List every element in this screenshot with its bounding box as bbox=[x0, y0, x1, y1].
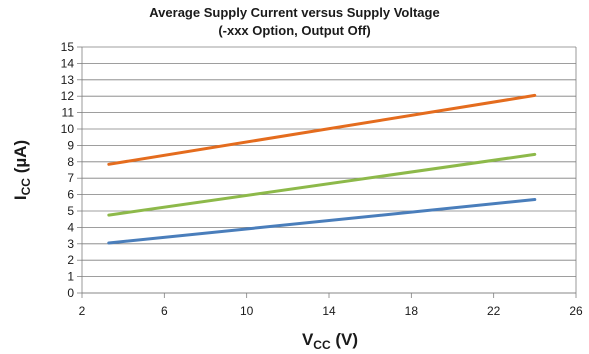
y-tick-label: 10 bbox=[61, 122, 75, 136]
y-axis-label-sub: CC bbox=[19, 178, 33, 196]
y-tick-label: 4 bbox=[67, 220, 74, 234]
x-tick-labels: 2 6 10 14 18 22 26 bbox=[79, 304, 583, 318]
y-axis-label: ICC (µA) bbox=[11, 140, 33, 200]
y-tick-label: 12 bbox=[61, 89, 75, 103]
y-tick-label: 13 bbox=[61, 73, 75, 87]
x-tick-label: 14 bbox=[322, 304, 336, 318]
y-tick-label: 11 bbox=[62, 106, 75, 120]
y-tick-label: 3 bbox=[67, 237, 74, 251]
y-axis-label-main: I bbox=[11, 195, 30, 200]
x-axis-label-sub: CC bbox=[313, 338, 331, 352]
y-axis-label-unit: (µA) bbox=[11, 140, 30, 178]
y-tick-label: 5 bbox=[67, 204, 74, 218]
data-series bbox=[107, 93, 537, 245]
gridlines bbox=[82, 46, 576, 294]
series-line-3 bbox=[107, 198, 537, 245]
y-tick-label: 7 bbox=[67, 171, 74, 185]
y-tick-label: 9 bbox=[67, 138, 74, 152]
x-tick-label: 18 bbox=[405, 304, 419, 318]
chart-title: Average Supply Current versus Supply Vol… bbox=[149, 5, 440, 20]
x-axis-label-unit: (V) bbox=[331, 330, 358, 349]
y-tick-label: 0 bbox=[67, 286, 74, 300]
x-tick-label: 22 bbox=[487, 304, 501, 318]
y-tick-label: 14 bbox=[61, 56, 75, 70]
axes bbox=[77, 46, 577, 298]
x-tick-label: 6 bbox=[161, 304, 168, 318]
x-tick-label: 10 bbox=[240, 304, 254, 318]
y-tick-label: 8 bbox=[67, 155, 74, 169]
x-tick-label: 26 bbox=[569, 304, 583, 318]
y-tick-label: 6 bbox=[67, 188, 74, 202]
x-axis-label-main: V bbox=[302, 330, 314, 349]
series-line-2 bbox=[107, 152, 537, 217]
series-line-1 bbox=[107, 93, 537, 166]
chart-subtitle: (-xxx Option, Output Off) bbox=[218, 23, 371, 38]
y-tick-label: 1 bbox=[67, 270, 74, 284]
x-axis-label: VCC (V) bbox=[302, 330, 358, 352]
y-tick-label: 15 bbox=[61, 40, 75, 54]
x-tick-label: 2 bbox=[79, 304, 86, 318]
y-tick-label: 2 bbox=[67, 253, 74, 267]
